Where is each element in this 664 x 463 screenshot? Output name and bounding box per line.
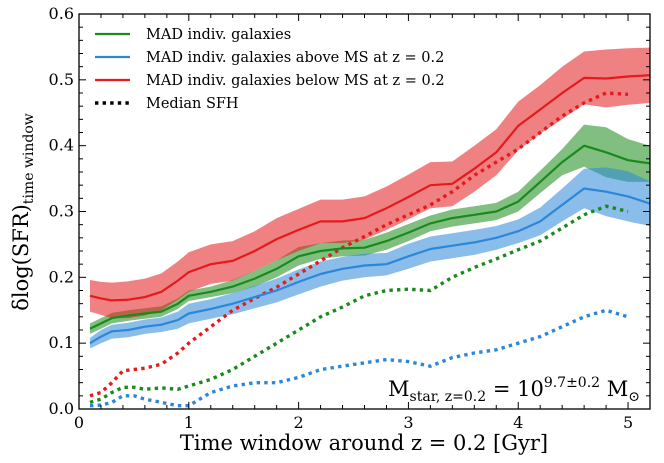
band-mad-indiv-galaxies-below-ms-at-z-0-2 bbox=[90, 47, 650, 319]
annotation: Mstar, z=0.2 = 109.7±0.2 M⊙ bbox=[388, 375, 640, 405]
y-tick-label: 0.3 bbox=[49, 202, 74, 221]
band-mad-indiv-galaxies bbox=[90, 124, 650, 334]
median-sfh-line-5 bbox=[89, 204, 629, 405]
legend-label-mad-indiv-galaxies: MAD indiv. galaxies bbox=[146, 27, 291, 43]
x-tick-label: 3 bbox=[403, 413, 413, 432]
axis-ticks: 0 1 2 3 4 5 0.0 0.1 0.2 0.3 0.4 0.5 0.6 bbox=[49, 4, 651, 432]
legend-label-mad-indiv-galaxies-below-ms-at-z-0-2: MAD indiv. galaxies below MS at z = 0.2 bbox=[146, 73, 445, 89]
median-sfh-line-6 bbox=[89, 308, 629, 408]
x-tick-label: 2 bbox=[294, 413, 304, 432]
median-sfh-line-4 bbox=[89, 91, 629, 398]
line-mad-indiv-galaxies bbox=[89, 144, 650, 330]
x-axis-title: Time window around z = 0.2 [Gyr] bbox=[180, 431, 548, 455]
x-tick-label: 1 bbox=[184, 413, 194, 432]
y-tick-label: 0.0 bbox=[49, 399, 74, 418]
x-tick-label: 5 bbox=[623, 413, 633, 432]
y-tick-label: 0.4 bbox=[49, 136, 74, 155]
line-mad-indiv-galaxies-below-ms-at-z-0-2 bbox=[89, 74, 650, 302]
y-axis-title: δlog(SFR)time window bbox=[9, 113, 37, 311]
legend: MAD indiv. galaxies MAD indiv. galaxies a… bbox=[95, 27, 445, 112]
line-mad-indiv-galaxies-above-ms-at-z-0-2 bbox=[89, 187, 650, 345]
legend-label-mad-indiv-galaxies-above-ms-at-z-0-2: MAD indiv. galaxies above MS at z = 0.2 bbox=[146, 50, 444, 66]
band-mad-indiv-galaxies-above-ms-at-z-0-2 bbox=[90, 167, 650, 349]
y-tick-label: 0.5 bbox=[49, 70, 74, 89]
series-lines bbox=[89, 74, 650, 408]
x-tick-label: 0 bbox=[74, 413, 84, 432]
y-tick-label: 0.6 bbox=[49, 4, 74, 23]
confidence-bands bbox=[90, 47, 650, 349]
y-tick-label: 0.1 bbox=[49, 333, 74, 352]
x-tick-label: 4 bbox=[513, 413, 523, 432]
legend-label-median-sfh: Median SFH bbox=[146, 96, 239, 112]
y-tick-label: 0.2 bbox=[49, 267, 74, 286]
